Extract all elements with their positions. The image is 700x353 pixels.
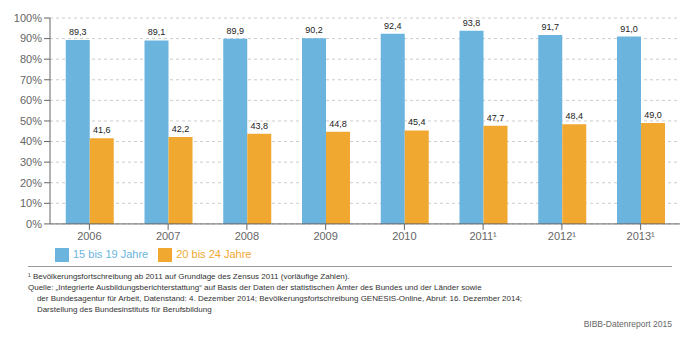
svg-text:60%: 60% [20, 94, 42, 106]
svg-text:42,2: 42,2 [172, 124, 190, 134]
svg-text:41,6: 41,6 [93, 125, 111, 135]
svg-text:90,2: 90,2 [305, 25, 323, 35]
svg-text:93,8: 93,8 [463, 18, 481, 28]
svg-text:91,0: 91,0 [620, 24, 638, 34]
svg-text:2008: 2008 [235, 230, 259, 242]
svg-text:2009: 2009 [313, 230, 337, 242]
html-text:15 bis 19 Jahre: 15 bis 19 Jahre [73, 247, 149, 260]
svg-text:2011¹: 2011¹ [469, 230, 497, 242]
svg-text:89,9: 89,9 [226, 26, 244, 36]
svg-text:2006: 2006 [77, 230, 101, 242]
svg-text:44,8: 44,8 [329, 119, 347, 129]
svg-text:2013¹: 2013¹ [627, 230, 655, 242]
html-text:BIBB-Datenreport 2015: BIBB-Datenreport 2015 [583, 319, 672, 329]
html-text:Quelle: „Integrierte Ausbildun: Quelle: „Integrierte Ausbildungsberichte… [28, 283, 482, 292]
svg-text:40%: 40% [20, 135, 42, 147]
svg-text:70%: 70% [20, 74, 42, 86]
svg-text:49,0: 49,0 [644, 110, 662, 120]
svg-text:45,4: 45,4 [408, 117, 426, 127]
svg-text:20%: 20% [20, 177, 42, 189]
svg-text:89,1: 89,1 [148, 27, 166, 37]
svg-text:91,7: 91,7 [541, 22, 559, 32]
svg-text:2010: 2010 [392, 230, 416, 242]
svg-text:2012¹: 2012¹ [548, 230, 576, 242]
svg-text:10%: 10% [20, 197, 42, 209]
svg-text:0%: 0% [26, 218, 42, 230]
html-text:20 bis 24 Jahre: 20 bis 24 Jahre [176, 247, 252, 260]
svg-text:50%: 50% [20, 115, 42, 127]
svg-text:89,3: 89,3 [69, 27, 87, 37]
svg-text:80%: 80% [20, 53, 42, 65]
svg-text:48,4: 48,4 [565, 111, 583, 121]
svg-text:30%: 30% [20, 156, 42, 168]
svg-text:47,7: 47,7 [487, 113, 505, 123]
html-text:Darstellung des Bundesinstitut: Darstellung des Bundesinstituts für Beru… [28, 305, 212, 314]
svg-text:90%: 90% [20, 32, 42, 44]
html-text:¹ Bevölkerungsfortschreibung a: ¹ Bevölkerungsfortschreibung ab 2011 auf… [28, 272, 350, 281]
svg-text:92,4: 92,4 [384, 21, 402, 31]
svg-text:43,8: 43,8 [250, 121, 268, 131]
svg-text:100%: 100% [14, 12, 42, 24]
html-text:der Bundesagentur für Arbeit,: der Bundesagentur für Arbeit, Datenstand… [28, 294, 523, 303]
svg-text:2007: 2007 [156, 230, 180, 242]
